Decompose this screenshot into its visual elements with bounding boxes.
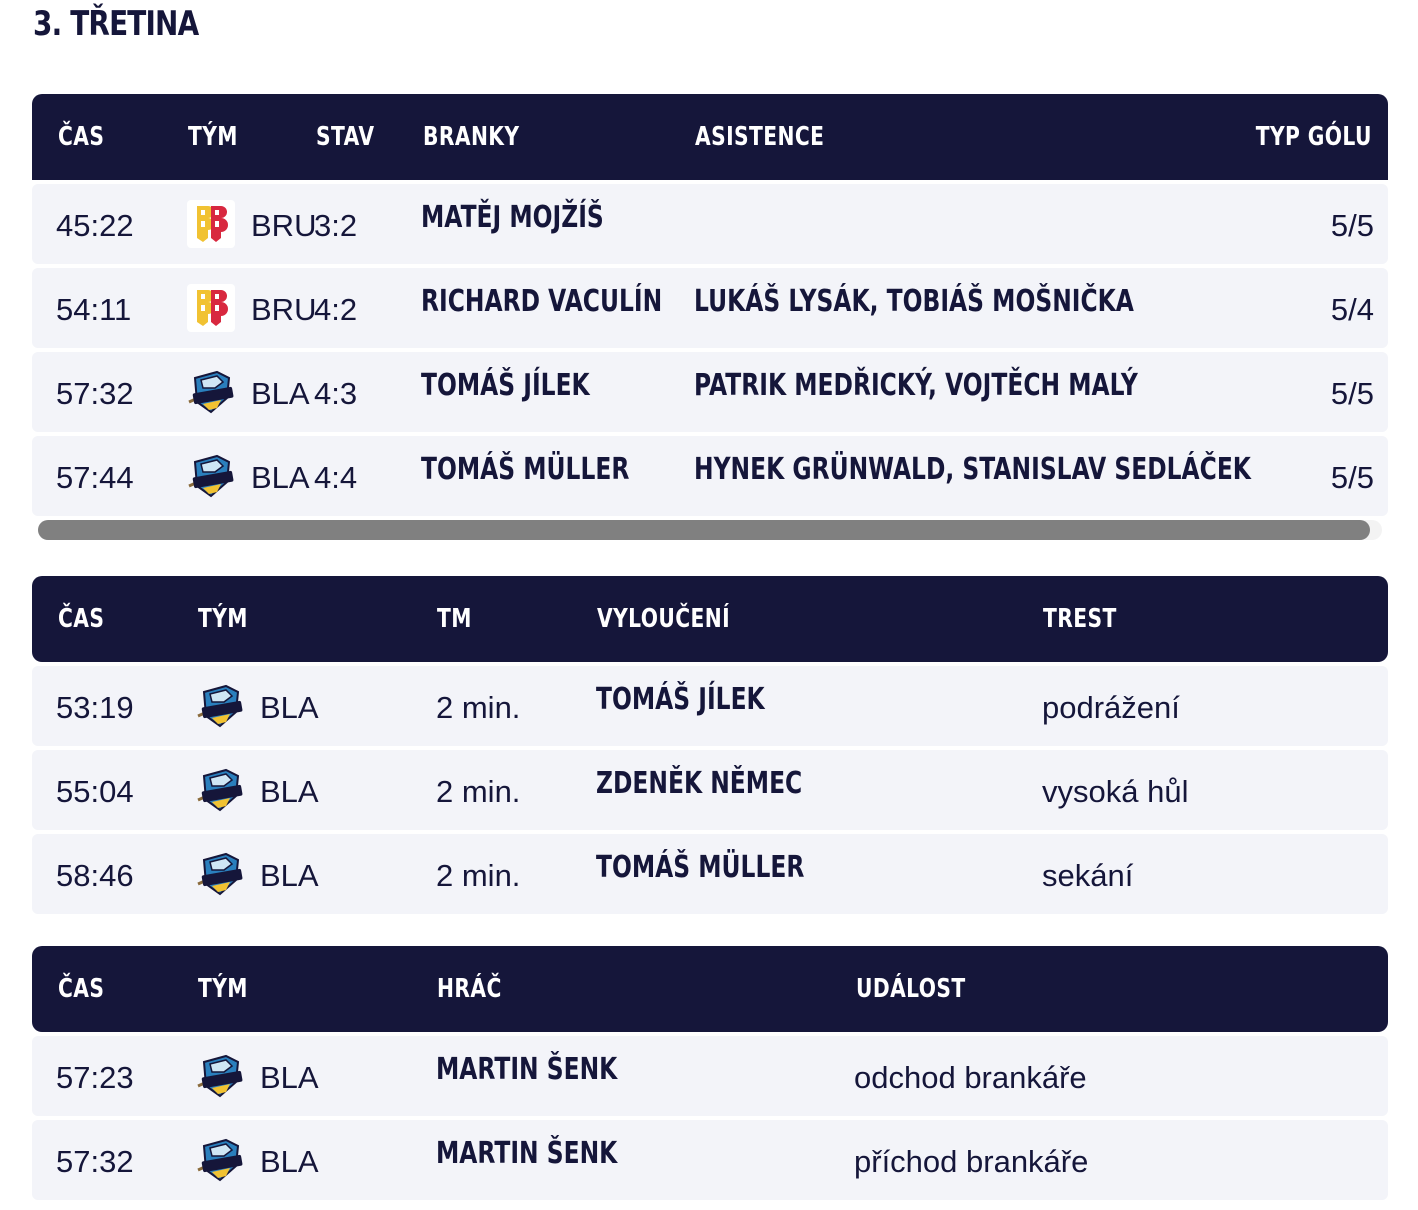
penalty-reason: vysoká hůl (1042, 774, 1189, 809)
penalized-player: ZDENĚK NĚMEC (596, 766, 803, 801)
goal-type: 5/5 (1330, 208, 1374, 243)
penalties-table-header: ČAS TÝM TM VYLOUČENÍ TREST (32, 576, 1388, 662)
penalty-reason: podrážení (1042, 690, 1180, 725)
team-code: BLA (260, 774, 319, 809)
goals-table-header: ČAS TÝM STAV BRANKY ASISTENCE TYP GÓLU (32, 94, 1388, 180)
period-title: 3. TŘETINA (33, 4, 199, 44)
goals-table: ČAS TÝM STAV BRANKY ASISTENCE TYP GÓLU 4… (32, 94, 1388, 540)
horizontal-scrollbar[interactable] (38, 520, 1382, 540)
header-scorer: BRANKY (423, 122, 520, 152)
penalty-row: 55:04 BLA 2 min. ZDENĚK NĚMEC vysoká hůl (32, 750, 1388, 830)
goal-time: 45:22 (56, 208, 134, 243)
team-code: BLA (260, 858, 319, 893)
header-team: TÝM (188, 122, 238, 152)
header-penalized: VYLOUČENÍ (597, 604, 731, 634)
goal-type: 5/5 (1330, 376, 1374, 411)
rytiri-logo-icon (197, 684, 243, 728)
rytiri-logo-icon (197, 768, 243, 812)
goal-score: 3:2 (314, 208, 358, 243)
header-event: UDÁLOST (856, 974, 966, 1004)
penalty-duration: 2 min. (436, 774, 521, 809)
event-row: 57:32 BLA MARTIN ŠENK příchod brankáře (32, 1120, 1388, 1200)
goal-type: 5/5 (1330, 460, 1374, 495)
team-code: BLA (251, 460, 310, 495)
penalties-table: ČAS TÝM TM VYLOUČENÍ TREST 53:19 BLA 2 min… (32, 576, 1388, 914)
goal-score: 4:2 (314, 292, 358, 327)
goal-scorer: MATĚJ MOJŽÍŠ (421, 200, 604, 235)
penalty-reason: sekání (1042, 858, 1134, 893)
goal-type: 5/4 (1330, 292, 1374, 327)
goal-row: 45:22 BRU 3:2 MATĚJ MOJŽÍŠ 5/5 (32, 184, 1388, 264)
goal-row: 54:11 BRU 4:2 RICHARD VACULÍN LUKÁŠ LYSÁK, T… (32, 268, 1388, 348)
team-code: BLA (260, 690, 319, 725)
penalty-row: 58:46 BLA 2 min. TOMÁŠ MÜLLER sekání (32, 834, 1388, 914)
event-row: 57:23 BLA MARTIN ŠENK odchod brankáře (32, 1036, 1388, 1116)
team-logo (187, 268, 235, 348)
team-logo (196, 1120, 244, 1200)
rytiri-logo-icon (197, 852, 243, 896)
header-duration: TM (437, 604, 472, 634)
goal-assists: PATRIK MEDŘICKÝ, VOJTĚCH MALÝ (694, 368, 1138, 403)
team-code: BRU (251, 208, 317, 243)
goal-scorer: RICHARD VACULÍN (421, 284, 663, 319)
event-player: MARTIN ŠENK (436, 1052, 618, 1087)
header-time: ČAS (58, 604, 105, 634)
header-score: STAV (316, 122, 375, 152)
team-code: BLA (260, 1060, 319, 1095)
goal-row: 57:44 BLA 4:4 TOMÁŠ MÜLLER HYNEK GRÜNWALD, S… (32, 436, 1388, 516)
header-time: ČAS (58, 974, 105, 1004)
rytiri-logo-icon (197, 1054, 243, 1098)
bru-logo-icon (187, 200, 235, 248)
team-code: BLA (251, 376, 310, 411)
goal-time: 57:44 (56, 460, 134, 495)
penalty-time: 55:04 (56, 774, 134, 809)
event-description: odchod brankáře (854, 1060, 1087, 1095)
penalty-duration: 2 min. (436, 858, 521, 893)
header-player: HRÁČ (437, 974, 502, 1004)
penalized-player: TOMÁŠ JÍLEK (596, 682, 765, 717)
rytiri-logo-icon (188, 370, 234, 414)
header-goal-type: TYP GÓLU (1255, 122, 1372, 152)
events-table-header: ČAS TÝM HRÁČ UDÁLOST (32, 946, 1388, 1032)
goal-assists: LUKÁŠ LYSÁK, TOBIÁŠ MOŠNIČKA (694, 284, 1134, 319)
goal-scorer: TOMÁŠ JÍLEK (421, 368, 590, 403)
team-logo (196, 1036, 244, 1116)
goal-score: 4:3 (314, 376, 358, 411)
team-code: BRU (251, 292, 317, 327)
header-team: TÝM (198, 974, 248, 1004)
scrollbar-thumb[interactable] (38, 520, 1370, 540)
event-time: 57:23 (56, 1060, 134, 1095)
penalty-duration: 2 min. (436, 690, 521, 725)
team-logo (196, 666, 244, 746)
rytiri-logo-icon (197, 1138, 243, 1182)
header-time: ČAS (58, 122, 105, 152)
team-logo (187, 184, 235, 264)
header-penalty: TREST (1043, 604, 1117, 634)
penalty-time: 53:19 (56, 690, 134, 725)
goal-score: 4:4 (314, 460, 358, 495)
team-logo (187, 352, 235, 432)
goal-time: 54:11 (56, 292, 132, 327)
team-code: BLA (260, 1144, 319, 1179)
penalized-player: TOMÁŠ MÜLLER (596, 850, 805, 885)
header-team: TÝM (198, 604, 248, 634)
events-table: ČAS TÝM HRÁČ UDÁLOST 57:23 BLA MARTIN ŠENK… (32, 946, 1388, 1200)
event-player: MARTIN ŠENK (436, 1136, 618, 1171)
goal-time: 57:32 (56, 376, 134, 411)
penalty-row: 53:19 BLA 2 min. TOMÁŠ JÍLEK podrážení (32, 666, 1388, 746)
team-logo (187, 436, 235, 516)
header-assists: ASISTENCE (695, 122, 825, 152)
team-logo (196, 834, 244, 914)
event-description: příchod brankáře (854, 1144, 1089, 1179)
event-time: 57:32 (56, 1144, 134, 1179)
bru-logo-icon (187, 284, 235, 332)
goal-scorer: TOMÁŠ MÜLLER (421, 452, 630, 487)
rytiri-logo-icon (188, 454, 234, 498)
goal-assists: HYNEK GRÜNWALD, STANISLAV SEDLÁČEK (694, 452, 1251, 487)
penalty-time: 58:46 (56, 858, 134, 893)
goal-row: 57:32 BLA 4:3 TOMÁŠ JÍLEK PATRIK MEDŘICKÝ, V… (32, 352, 1388, 432)
team-logo (196, 750, 244, 830)
